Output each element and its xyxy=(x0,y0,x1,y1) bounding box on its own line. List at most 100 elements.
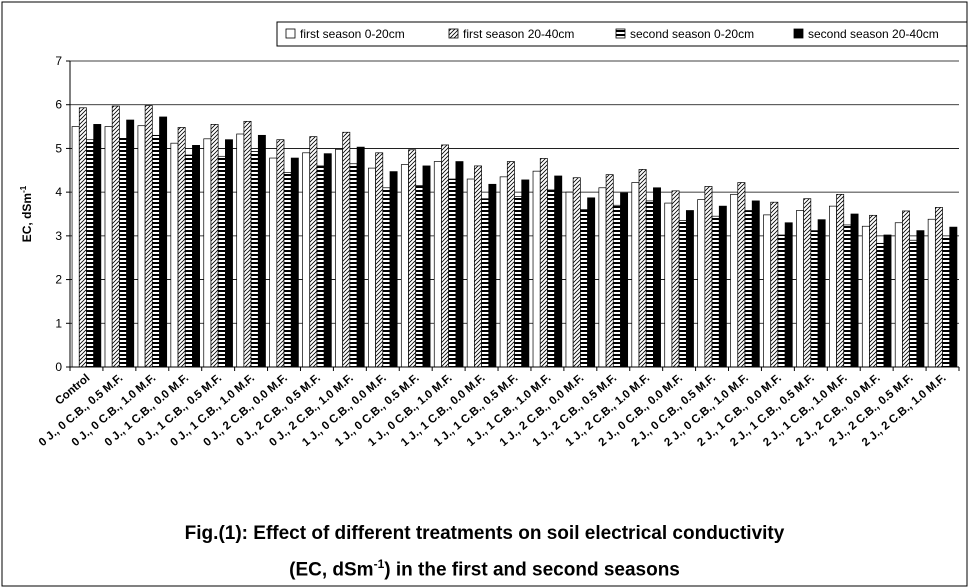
legend-swatch xyxy=(285,28,296,39)
bar xyxy=(711,215,720,368)
bar xyxy=(645,200,654,368)
legend-box xyxy=(276,21,968,47)
legend-swatch xyxy=(793,28,804,39)
bar xyxy=(335,148,344,368)
legend-swatch xyxy=(615,28,626,39)
y-tick-label: 3 xyxy=(55,229,62,243)
bar xyxy=(572,177,581,368)
bar xyxy=(455,161,464,368)
bar xyxy=(638,169,647,368)
y-tick-label: 2 xyxy=(55,273,62,287)
bar xyxy=(290,157,299,368)
bar xyxy=(514,196,523,368)
bar xyxy=(949,226,958,368)
bar xyxy=(620,192,629,368)
bar xyxy=(342,131,351,368)
bar xyxy=(678,220,687,368)
bar xyxy=(934,207,943,368)
bar xyxy=(927,218,936,368)
bar xyxy=(104,126,113,368)
axes xyxy=(66,60,960,371)
bar xyxy=(323,153,332,368)
y-tick-label: 7 xyxy=(55,54,62,68)
bar xyxy=(78,107,87,368)
bar xyxy=(250,151,259,368)
bar xyxy=(368,167,376,368)
bar xyxy=(612,204,621,368)
bar xyxy=(375,152,384,368)
bar xyxy=(225,139,233,368)
bar xyxy=(86,139,95,368)
bar xyxy=(217,155,226,368)
bars xyxy=(71,105,958,368)
legend-label: first season 0-20cm xyxy=(300,27,405,41)
bar xyxy=(730,193,739,368)
bar xyxy=(565,191,574,368)
bar xyxy=(236,133,245,368)
y-axis-label: EC, dSm-1 xyxy=(19,185,34,242)
bar xyxy=(71,126,80,368)
bar xyxy=(382,187,391,368)
bar xyxy=(869,214,878,368)
bar xyxy=(718,205,727,368)
bar xyxy=(356,146,365,368)
bar xyxy=(685,210,694,368)
bar xyxy=(554,175,563,368)
figure-caption-line1: Fig.(1): Effect of different treatments … xyxy=(184,523,785,544)
bar xyxy=(506,161,515,368)
bar xyxy=(283,172,292,368)
bar xyxy=(257,134,266,368)
bar xyxy=(763,214,772,368)
bar xyxy=(302,152,311,368)
bar xyxy=(433,161,442,368)
bar xyxy=(697,199,706,368)
bar xyxy=(389,171,398,368)
bar xyxy=(93,124,102,368)
bar xyxy=(810,230,819,368)
bar xyxy=(744,210,753,368)
bar xyxy=(400,164,409,368)
bar xyxy=(415,185,424,368)
y-tick-labels: 0 1 2 3 4 5 6 7 xyxy=(55,54,62,374)
bar xyxy=(243,120,252,368)
bar xyxy=(422,165,431,368)
bar xyxy=(316,165,325,368)
bar xyxy=(521,179,530,368)
bar xyxy=(829,205,837,368)
bar xyxy=(770,201,779,368)
bar xyxy=(876,242,885,368)
bar xyxy=(587,197,596,368)
bar xyxy=(861,225,870,368)
bar xyxy=(170,142,179,368)
y-tick-label: 0 xyxy=(55,360,62,374)
bar xyxy=(671,190,680,368)
bar xyxy=(751,200,760,368)
bar xyxy=(942,235,951,368)
bar xyxy=(784,222,793,368)
bar xyxy=(144,105,153,368)
legend-label: second season 20-40cm xyxy=(808,27,939,41)
bar xyxy=(777,234,786,368)
bar xyxy=(817,219,826,368)
bar xyxy=(850,213,859,368)
bar xyxy=(664,202,673,368)
bar xyxy=(184,154,193,368)
bar xyxy=(119,138,127,368)
bar xyxy=(126,119,135,368)
y-tick-label: 4 xyxy=(55,185,62,199)
bar xyxy=(894,222,903,368)
bar xyxy=(883,234,892,368)
bar xyxy=(269,157,278,368)
bar xyxy=(349,163,358,368)
bar xyxy=(737,182,746,368)
bar xyxy=(203,138,212,368)
bar xyxy=(481,198,490,368)
bar xyxy=(159,116,168,368)
y-tick-label: 6 xyxy=(55,98,62,112)
bar xyxy=(704,186,713,368)
caption-line2-prefix: (EC, dSm xyxy=(289,559,374,581)
bar xyxy=(836,193,845,368)
y-tick-label: 5 xyxy=(55,141,62,155)
